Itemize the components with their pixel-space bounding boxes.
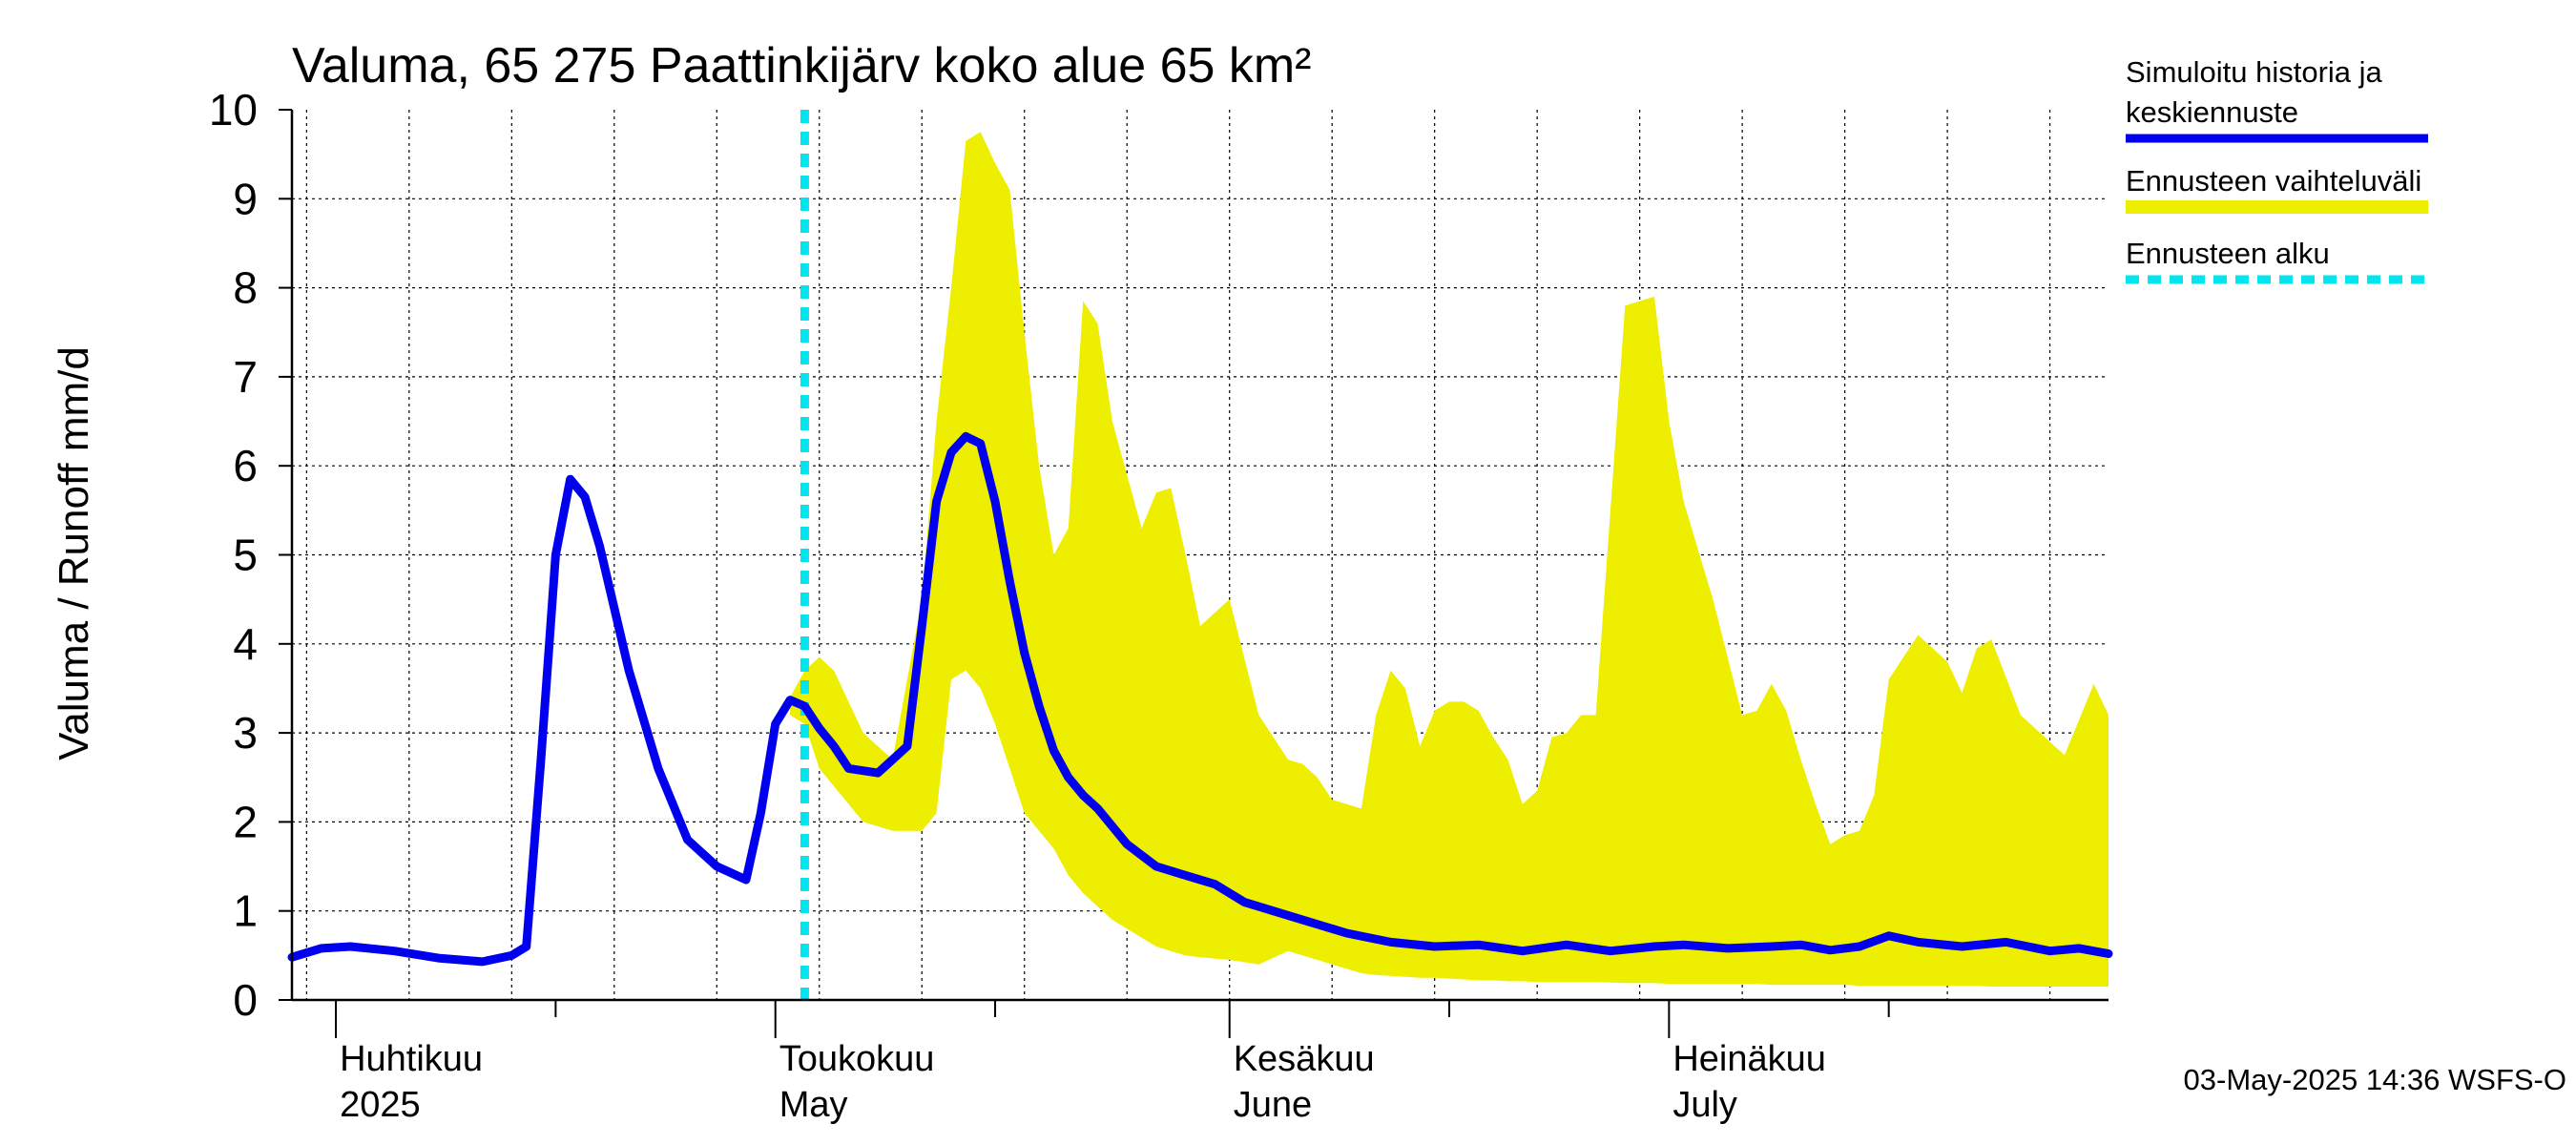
y-tick-label: 4 bbox=[233, 619, 258, 669]
y-tick-label: 0 bbox=[233, 975, 258, 1025]
legend-label-simulated: Simuloitu historia ja bbox=[2126, 55, 2383, 89]
y-tick-label: 3 bbox=[233, 708, 258, 758]
month-label-fi: Kesäkuu bbox=[1234, 1039, 1375, 1079]
month-label-fi: Huhtikuu bbox=[340, 1039, 483, 1079]
month-label-en: 2025 bbox=[340, 1085, 421, 1125]
y-tick-label: 7 bbox=[233, 352, 258, 402]
y-tick-label: 1 bbox=[233, 886, 258, 936]
y-tick-label: 2 bbox=[233, 797, 258, 846]
simulated-runoff-line bbox=[287, 431, 2113, 967]
legend-label-forecast-start: Ennusteen alku bbox=[2126, 237, 2330, 270]
timestamp-footer: 03-May-2025 14:36 WSFS-O bbox=[2184, 1063, 2566, 1096]
y-tick-label: 10 bbox=[209, 85, 258, 135]
legend-label-range: Ennusteen vaihteluväli bbox=[2126, 164, 2421, 198]
forecast-range-band bbox=[790, 132, 2109, 988]
month-label-en: July bbox=[1672, 1085, 1737, 1125]
y-axis-label: Valuma / Runoff mm/d bbox=[51, 346, 97, 760]
y-tick-label: 5 bbox=[233, 531, 258, 580]
plot-area: 0 1 2 3 4 5 6 7 8 9 10 Huhtikuu 2025 Toukokuu May Kesäk… bbox=[209, 85, 2113, 1125]
y-tick-label: 6 bbox=[233, 441, 258, 490]
chart-title: Valuma, 65 275 Paattinkijärv koko alue 6… bbox=[292, 38, 1312, 94]
month-label-fi: Heinäkuu bbox=[1672, 1039, 1826, 1079]
month-label-en: May bbox=[779, 1085, 848, 1125]
month-label-en: June bbox=[1234, 1085, 1312, 1125]
legend: Simuloitu historia ja keskiennuste Ennuste… bbox=[2126, 55, 2428, 284]
month-label-fi: Toukokuu bbox=[779, 1039, 935, 1079]
y-tick-label: 9 bbox=[233, 174, 258, 223]
y-tick-label: 8 bbox=[233, 263, 258, 313]
legend-label-simulated-cont: keskiennuste bbox=[2126, 95, 2298, 129]
